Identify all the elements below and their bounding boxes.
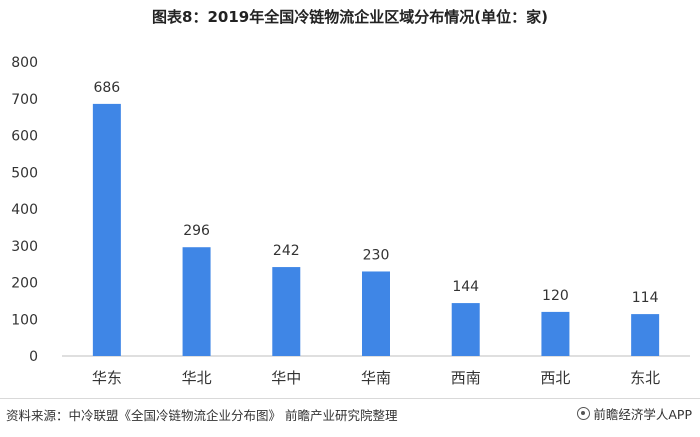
bar: [362, 271, 390, 356]
source-note: 资料来源：中冷联盟《全国冷链物流企业分布图》 前瞻产业研究院整理: [6, 408, 398, 423]
x-tick-label: 华北: [182, 369, 212, 387]
bar: [92, 103, 121, 357]
data-label: 114: [632, 290, 659, 306]
bar: [541, 311, 570, 356]
y-tick-label: 0: [29, 349, 38, 365]
data-label: 144: [452, 279, 479, 295]
bar: [182, 247, 211, 356]
y-tick-label: 100: [11, 312, 38, 328]
x-tick-label: 华中: [271, 369, 301, 387]
y-tick-label: 800: [11, 55, 38, 71]
x-tick-label: 西南: [451, 369, 481, 387]
data-label: 296: [183, 223, 210, 239]
bar: [631, 314, 660, 356]
brand-credit: 前瞻经济学人APP: [577, 404, 692, 423]
brand-logo-icon: [577, 407, 591, 420]
chart-title: 图表8：2019年全国冷链物流企业区域分布情况(单位：家): [152, 8, 548, 26]
bar: [451, 303, 480, 356]
y-tick-label: 200: [11, 276, 38, 292]
x-tick-label: 华东: [92, 369, 122, 387]
y-tick-label: 300: [11, 239, 38, 255]
y-tick-label: 500: [11, 165, 38, 181]
x-tick-label: 西北: [540, 369, 570, 387]
footer-divider: [0, 398, 700, 399]
bar: [272, 267, 301, 356]
brand-name: 前瞻经济学人APP: [593, 407, 692, 422]
data-label: 120: [542, 288, 569, 304]
data-label: 686: [93, 80, 120, 96]
data-label: 242: [273, 243, 300, 259]
data-label: 230: [363, 247, 390, 263]
x-tick-label: 东北: [630, 369, 660, 387]
x-tick-label: 华南: [361, 369, 391, 387]
y-tick-label: 600: [11, 129, 38, 145]
y-tick-label: 700: [11, 92, 38, 108]
y-tick-label: 400: [11, 202, 38, 218]
